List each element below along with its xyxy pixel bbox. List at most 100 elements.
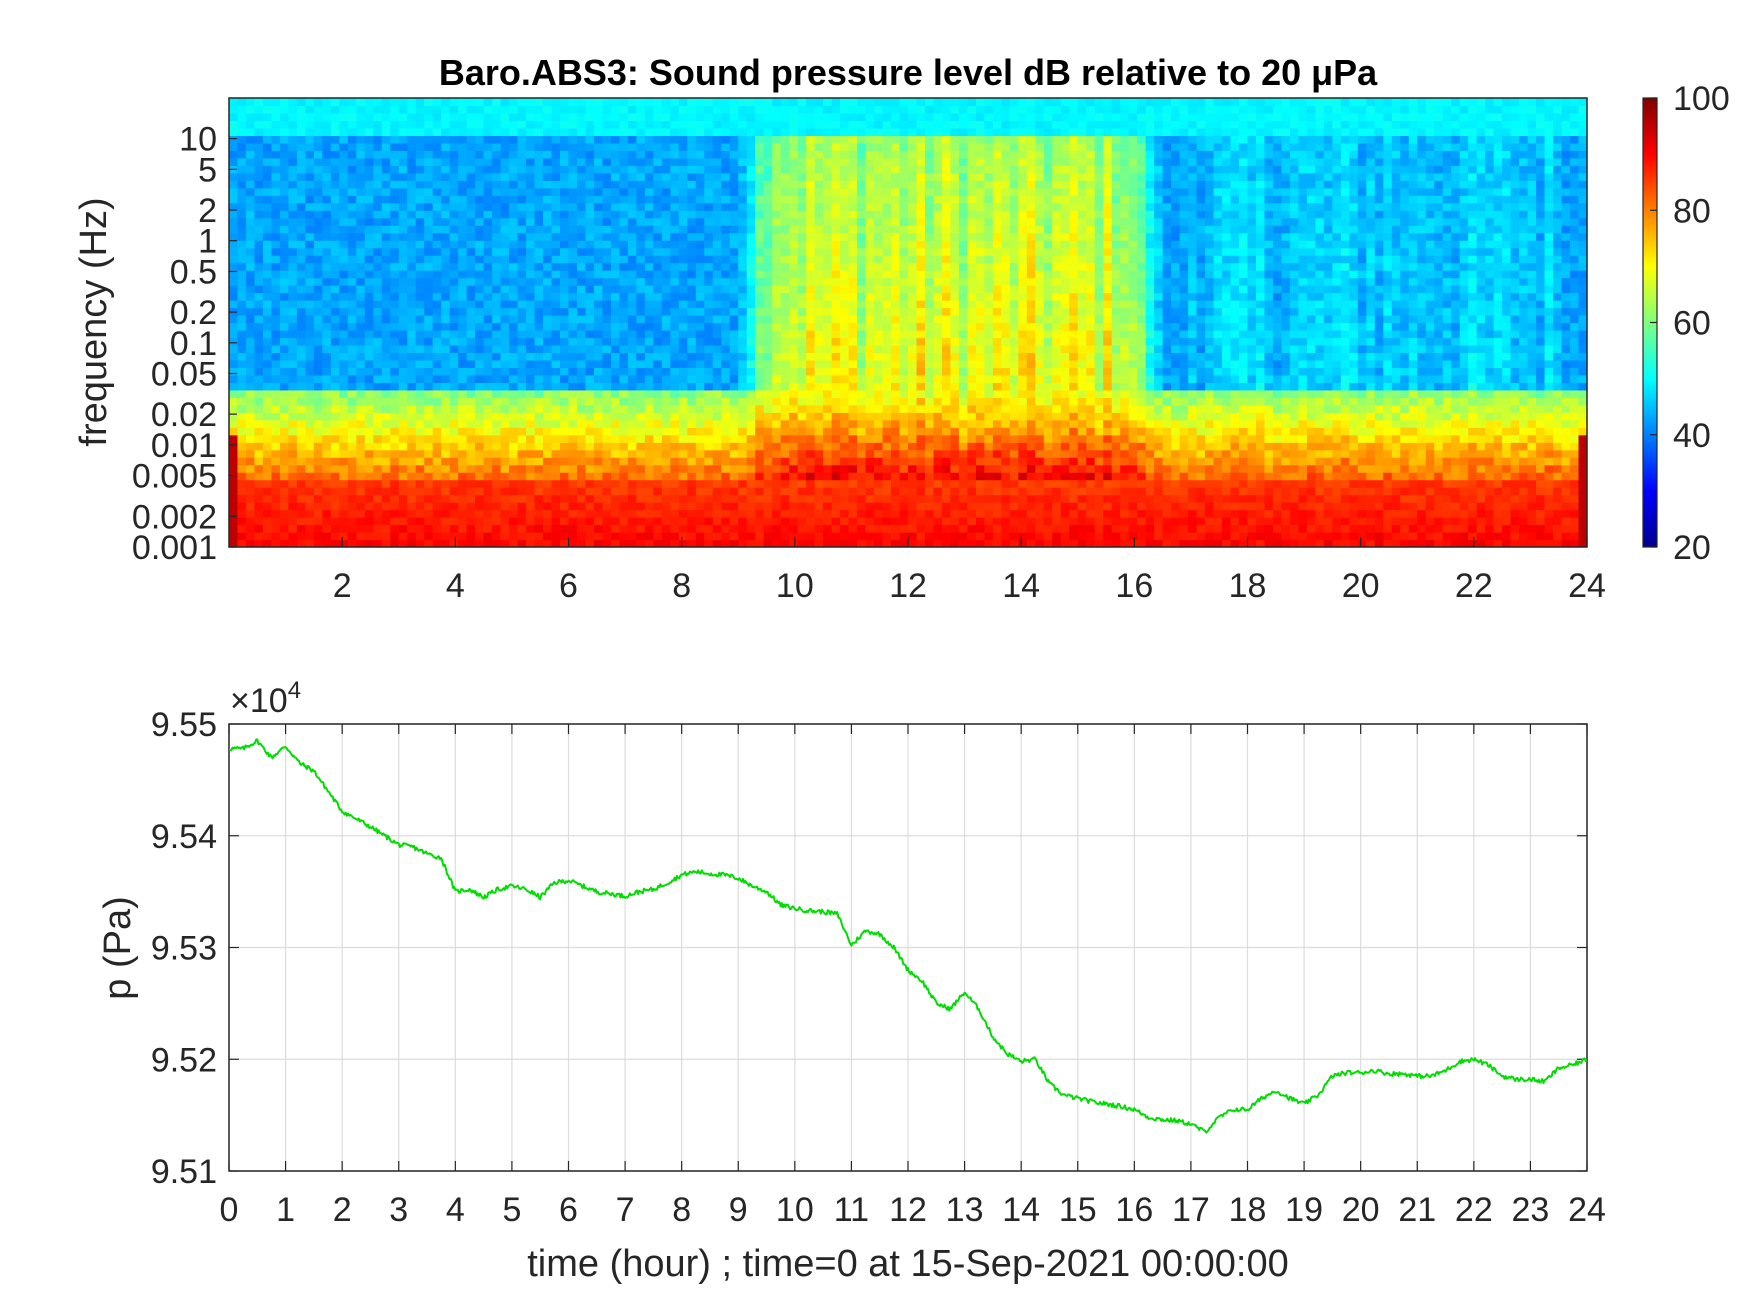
spectrogram-cell (746, 337, 756, 346)
spectrogram-cell (526, 217, 536, 226)
spectrogram-cell (296, 412, 306, 421)
spectrogram-cell (755, 157, 765, 166)
spectrogram-cell (653, 270, 663, 279)
spectrogram-cell (908, 472, 918, 481)
spectrogram-cell (313, 434, 323, 443)
spectrogram-cell (763, 240, 773, 249)
spectrogram-cell (322, 165, 332, 174)
spectrogram-cell (509, 487, 519, 496)
spectrogram-cell (602, 157, 612, 166)
spectrogram-cell (619, 165, 629, 174)
spectrogram-cell (313, 464, 323, 473)
spectrogram-cell (449, 240, 459, 249)
spectrogram-cell (407, 157, 417, 166)
spectrogram-cell (644, 449, 654, 458)
spectrogram-cell (330, 382, 340, 391)
spectrogram-cell (373, 98, 383, 107)
spectrogram-cell (908, 247, 918, 256)
spectrogram-cell (772, 292, 782, 301)
spectrogram-cell (576, 307, 587, 316)
spectrogram-cell (415, 419, 425, 428)
spectrogram-cell (483, 135, 493, 144)
spectrogram-cell (398, 352, 408, 361)
spectrogram-cell (262, 142, 273, 151)
spectrogram-cell (797, 419, 807, 428)
spectrogram-cell (551, 502, 561, 511)
spectrogram-cell (653, 262, 663, 271)
spectrogram-cell (874, 479, 884, 488)
spectrogram-cell (449, 434, 459, 443)
spectrogram-cell (466, 232, 476, 241)
spectrogram-cell (373, 479, 383, 488)
spectrogram-cell (534, 127, 544, 137)
spectrogram-cell (780, 262, 790, 271)
spectrogram-cell (509, 240, 519, 249)
spectrogram-cell (789, 449, 799, 458)
spectrogram-cell (407, 98, 417, 107)
spectrogram-cell (330, 202, 340, 211)
spectrogram-cell (755, 135, 765, 144)
spectrogram-cell (390, 98, 400, 107)
spectrogram-cell (466, 120, 476, 129)
spectrogram-cell (551, 240, 561, 249)
spectrogram-cell (610, 487, 621, 496)
spectrogram-cell (610, 127, 621, 137)
spectrogram-cell (415, 240, 425, 249)
spectrogram-cell (509, 315, 519, 324)
spectrogram-cell (661, 532, 671, 541)
spectrogram-cell (738, 150, 748, 159)
spectrogram-cell (772, 255, 782, 264)
spectrogram-cell (509, 449, 519, 458)
spectrogram-cell (381, 434, 391, 443)
spectrogram-cell (560, 240, 570, 249)
spectrogram-cell (576, 195, 587, 204)
spectrogram-cell (245, 307, 256, 316)
spectrogram-cell (704, 165, 714, 174)
spectrogram-cell (381, 142, 391, 151)
spectrogram-cell (738, 187, 748, 196)
spectrogram-cell (721, 404, 731, 413)
spectrogram-cell (831, 449, 841, 458)
spectrogram-cell (874, 539, 884, 547)
spectrogram-cell (424, 300, 434, 309)
spectrogram-cell (432, 180, 442, 189)
spectrogram-cell (763, 120, 773, 129)
spectrogram-cell (661, 517, 671, 526)
spectrogram-cell (551, 315, 561, 324)
spectrogram-cell (407, 344, 417, 354)
spectrogram-cell (585, 352, 595, 361)
spectrogram-cell (466, 389, 476, 398)
spectrogram-cell (279, 374, 290, 383)
spectrogram-cell (322, 412, 332, 421)
spectrogram-cell (526, 240, 536, 249)
spectrogram-cell (543, 142, 553, 151)
spectrogram-cell (441, 494, 451, 503)
spectrogram-cell (373, 307, 383, 316)
spectrogram-cell (874, 382, 884, 391)
spectrogram-cell (738, 105, 748, 114)
spectrogram-cell (347, 135, 357, 144)
spectrogram-cell (330, 344, 340, 354)
spectrogram-cell (899, 329, 909, 339)
spectrogram-cell (712, 142, 722, 151)
spectrogram-cell (916, 157, 926, 166)
spectrogram-cell (347, 367, 357, 376)
spectrogram-cell (644, 172, 654, 181)
spectrogram-cell (755, 524, 765, 533)
spectrogram-cell (543, 427, 553, 436)
spectrogram-cell (891, 359, 901, 368)
spectrogram-cell (296, 247, 306, 256)
spectrogram-cell (347, 270, 357, 279)
spectrogram-cell (322, 509, 332, 518)
spectrogram-cell (322, 472, 332, 481)
spectrogram-cell (551, 442, 561, 451)
spectrogram-cell (602, 285, 612, 294)
spectrogram-cell (356, 352, 366, 361)
spectrogram-cell (865, 382, 875, 391)
spectrogram-cell (780, 449, 790, 458)
spectrogram-cell (602, 127, 612, 137)
spectrogram-cell (390, 487, 400, 496)
spectrogram-cell (687, 307, 697, 316)
spectrogram-cell (364, 247, 374, 256)
spectrogram-cell (568, 434, 578, 443)
